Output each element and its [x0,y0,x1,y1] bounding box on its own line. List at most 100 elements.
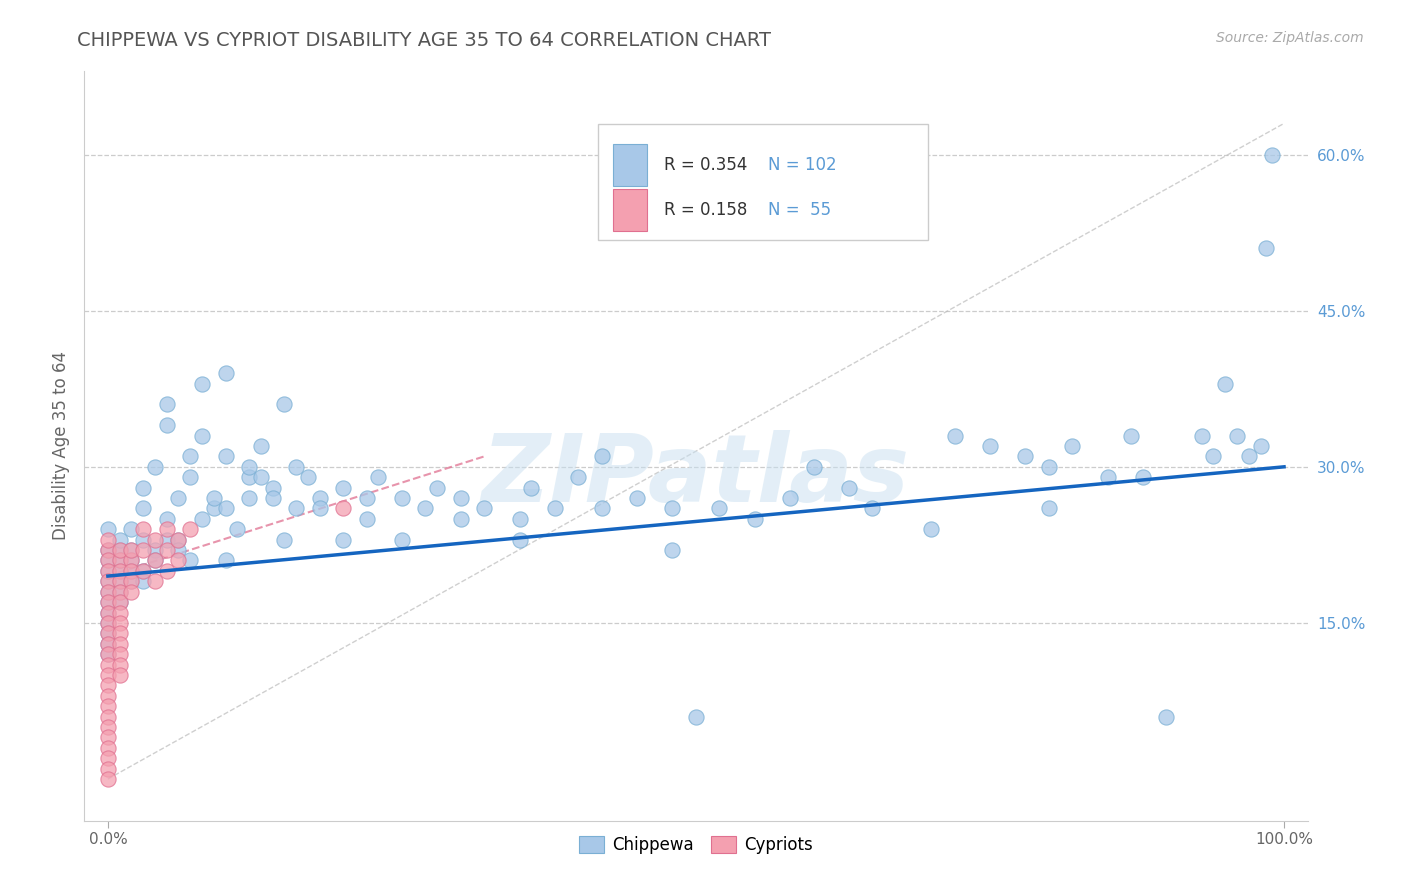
Point [97,678,120,692]
Point [132,564,155,578]
Point [214,366,236,380]
Point [179,522,201,536]
Point [97,637,120,651]
Point [120,564,142,578]
Point [1261,147,1284,161]
Point [97,584,120,599]
Point [108,595,131,609]
Point [143,574,166,589]
Point [238,491,260,505]
Point [262,481,284,495]
Point [108,543,131,558]
Point [97,689,120,703]
Point [132,533,155,547]
Text: R = 0.158: R = 0.158 [664,201,748,219]
Point [979,439,1001,453]
Point [202,491,225,505]
Point [167,543,190,558]
FancyBboxPatch shape [613,189,647,230]
Point [97,564,120,578]
Point [97,564,120,578]
Point [226,522,249,536]
Point [120,522,142,536]
Point [120,574,142,589]
Point [591,501,613,516]
Point [97,647,120,661]
Point [332,533,354,547]
Point [108,533,131,547]
Point [779,491,801,505]
Point [167,491,190,505]
Point [450,491,472,505]
Point [214,450,236,464]
Point [108,564,131,578]
Point [1237,450,1260,464]
FancyBboxPatch shape [613,145,647,186]
Point [308,491,330,505]
Text: CHIPPEWA VS CYPRIOT DISABILITY AGE 35 TO 64 CORRELATION CHART: CHIPPEWA VS CYPRIOT DISABILITY AGE 35 TO… [77,31,772,50]
Point [132,501,155,516]
Point [273,397,295,411]
Point [120,553,142,567]
Point [367,470,389,484]
Point [1097,470,1119,484]
Point [97,647,120,661]
Point [567,470,589,484]
Point [838,481,860,495]
Point [97,668,120,682]
Point [285,459,308,474]
Point [273,533,295,547]
Point [108,553,131,567]
Point [108,595,131,609]
Point [108,626,131,640]
Point [179,553,201,567]
Point [97,606,120,620]
Point [108,668,131,682]
Point [167,553,190,567]
Point [179,450,201,464]
Point [143,459,166,474]
Point [1250,439,1272,453]
Point [308,501,330,516]
Point [97,574,120,589]
Point [1156,709,1178,723]
Point [156,564,179,578]
Point [1038,459,1060,474]
Point [591,450,613,464]
Point [97,637,120,651]
Point [97,731,120,745]
Point [108,615,131,630]
Point [97,533,120,547]
Point [167,533,190,547]
Text: Source: ZipAtlas.com: Source: ZipAtlas.com [1216,31,1364,45]
Text: R = 0.354: R = 0.354 [664,156,748,174]
Point [97,762,120,776]
Point [97,626,120,640]
Point [97,772,120,786]
Point [520,481,543,495]
Point [860,501,883,516]
Point [262,491,284,505]
Point [108,606,131,620]
Point [143,533,166,547]
Point [156,512,179,526]
Point [120,574,142,589]
Point [97,699,120,714]
Point [120,543,142,558]
Point [97,553,120,567]
Point [97,595,120,609]
Point [108,637,131,651]
Legend: Chippewa, Cypriots: Chippewa, Cypriots [572,830,820,861]
Point [391,491,413,505]
Point [108,574,131,589]
Point [1132,470,1154,484]
Point [249,439,271,453]
Point [472,501,495,516]
Point [143,553,166,567]
Point [97,720,120,734]
Point [97,522,120,536]
Point [661,501,683,516]
Point [332,481,354,495]
Point [132,522,155,536]
Point [214,553,236,567]
